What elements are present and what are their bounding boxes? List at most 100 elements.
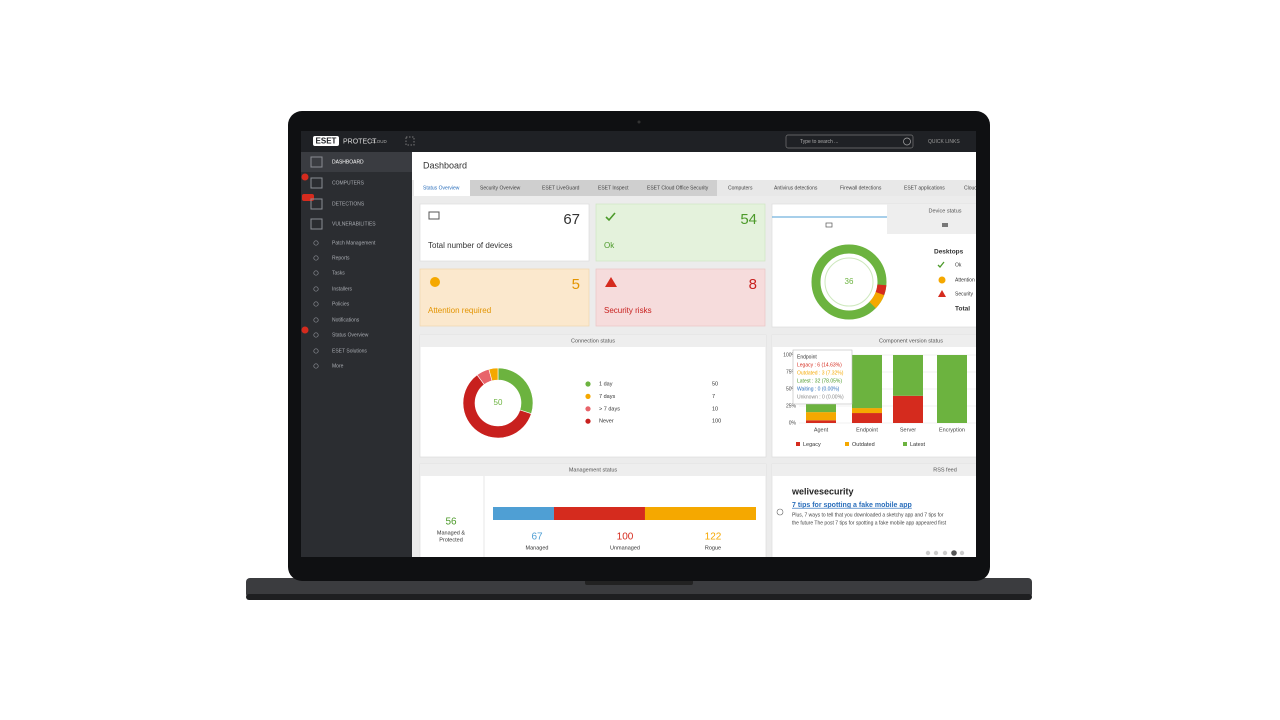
menu-item[interactable]: Installers [332,286,353,292]
protected-label: Protected [439,537,463,543]
legend-swatch [845,442,849,446]
legend-dot [585,381,591,387]
bar-segment [937,355,967,423]
page-title: Dashboard [423,160,467,170]
warning-icon [430,277,440,287]
camera [637,120,641,124]
tab[interactable]: Antivirus detections [774,185,818,191]
bar-segment [806,412,836,421]
bar-segment [893,395,923,423]
tab[interactable]: ESET Inspect [598,185,629,191]
menu-icon [313,301,319,307]
protected-label: Managed & [437,530,465,536]
dot[interactable] [925,550,931,556]
legend-dot [585,393,591,399]
y-tick-label: 0% [789,420,797,426]
tab[interactable]: ESET Cloud Office Security [647,185,709,191]
edition: CLOUD [371,139,388,144]
legend-label: 7 days [599,394,615,400]
tab[interactable]: ESET applications [904,185,945,191]
tab[interactable]: Firewall detections [840,185,882,191]
tile-value: 5 [572,276,580,293]
tab[interactable]: ESET LiveGuard [542,185,580,191]
tile[interactable] [419,268,590,327]
tile[interactable] [595,268,766,327]
menu-item[interactable]: ESET Solutions [332,348,367,354]
dot[interactable] [951,550,957,556]
menu-icon [313,240,319,246]
rss-headline[interactable]: 7 tips for spotting a fake mobile app [792,502,912,509]
tile-label: Security risks [604,306,652,315]
tab[interactable]: Computers [728,185,753,191]
help-icon[interactable] [903,137,911,146]
donut-center: 50 [494,398,503,407]
x-tick-label: Endpoint [856,427,878,433]
search-box[interactable] [785,134,914,149]
menu-item[interactable]: DASHBOARD [332,159,364,165]
legend-label: Outdated [852,442,875,448]
legend-dot [585,418,591,424]
tooltip [792,349,853,405]
tab[interactable]: Cloud [964,185,977,191]
panel [419,334,767,458]
sidebar [301,152,412,557]
legend-value: 7 [712,394,715,400]
menu-icon [313,363,319,369]
menu-icon [313,317,319,323]
menu-item[interactable]: More [332,363,344,369]
apps-icon[interactable] [405,136,415,146]
legend-value: 100 [712,419,721,425]
menu-item[interactable]: COMPUTERS [332,180,365,186]
legend-label: Latest [910,442,925,448]
legend-swatch [796,442,800,446]
segment-value: 100 [617,532,634,543]
dot[interactable] [959,550,965,556]
menu-item[interactable]: VULNERABILITIES [332,221,376,227]
dot[interactable] [942,550,948,556]
menu-icon [310,177,323,189]
tile[interactable] [595,203,766,262]
panel-title: Component version status [879,338,943,344]
menu-item[interactable]: Notifications [332,317,360,323]
panel-title: Device status [928,208,961,214]
bar-segment [806,420,836,423]
sidebar-active [301,152,412,172]
badge [301,173,309,181]
menu-icon [310,156,323,168]
legend-label: Attention [955,277,975,283]
bar-segment [553,507,645,520]
sidebar-menu: DASHBOARD COMPUTERS DETECTIONS VULNERABILIT… [310,156,376,369]
menu-item[interactable]: Policies [332,301,350,307]
search-placeholder: Type to search ... [800,139,838,145]
risk-icon [605,277,617,287]
prev-icon[interactable] [776,508,784,516]
tile[interactable] [419,203,590,262]
menu-item[interactable]: Patch Management [332,240,376,246]
tab[interactable]: Status Overview [423,185,460,191]
dot[interactable] [933,550,939,556]
product: PROTECT [343,138,377,145]
donut-segment [462,374,532,439]
menu-item[interactable]: Tasks [332,270,345,276]
connection-donut [462,367,534,439]
desktop-icon[interactable] [825,222,833,228]
legend-dot [585,406,591,412]
legend-value: 50 [712,381,718,387]
legend-swatch [903,442,907,446]
server-icon[interactable] [942,223,948,227]
x-tick-label: Agent [814,427,829,433]
menu-icon [313,348,319,354]
panel-tab [887,204,976,234]
quick-links[interactable]: QUICK LINKS [928,139,960,145]
tooltip-line: Waiting : 0 (0.00%) [797,386,840,392]
menu-item[interactable]: DETECTIONS [332,201,365,207]
y-tick-label: 75% [786,369,797,375]
x-tick-label: Encryption [939,427,965,433]
legend-value: 10 [712,406,718,412]
menu-icon [313,332,319,338]
bar-segment [893,355,923,396]
menu-item[interactable]: Status Overview [332,332,369,338]
tab[interactable]: Security Overview [480,185,521,191]
panel [771,463,976,557]
menu-item[interactable]: Reports [332,255,350,261]
